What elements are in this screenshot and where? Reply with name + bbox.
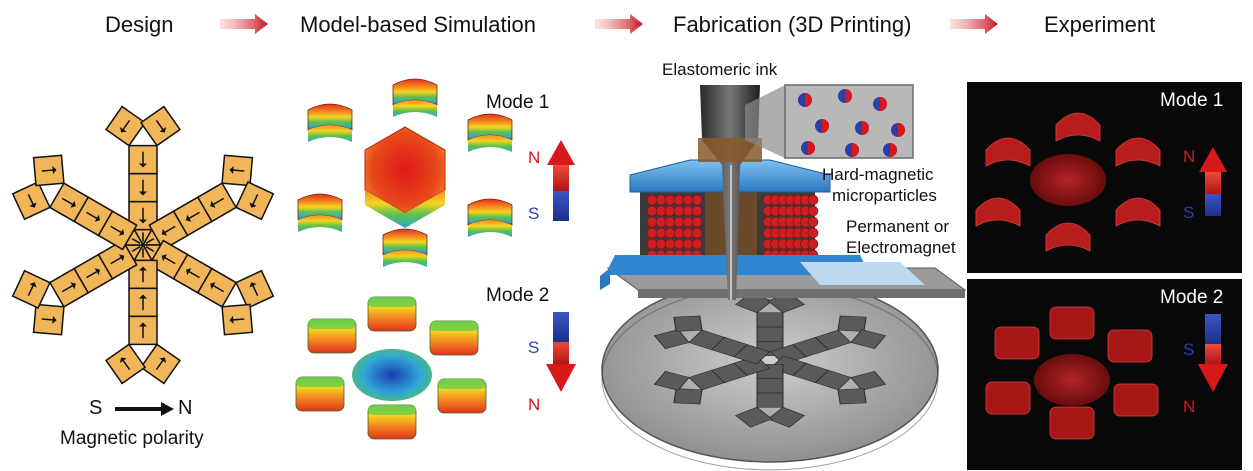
exp-mode1-magnet-bar [1199, 147, 1227, 216]
design-star-pattern [11, 105, 275, 385]
panel-arrow [145, 238, 155, 244]
experiment-mode1-sample [975, 112, 1161, 252]
simulation-mode1-shape [297, 78, 513, 267]
sim-mode1-top-pole: N [528, 148, 541, 167]
particles-label-line2: microparticles [832, 186, 937, 205]
sim-mode1-bottom-pole: S [528, 204, 540, 223]
microparticle-zoom-box [745, 84, 914, 159]
experiment-mode2-sample [985, 306, 1159, 440]
sim-mode2-bottom-pole: N [528, 395, 541, 414]
stage-title-fabrication: Fabrication (3D Printing) [673, 12, 912, 37]
sim-mode2-top-pole: S [528, 338, 540, 357]
sim-mode2-magnet-bar [546, 312, 576, 392]
stage-title-simulation: Model-based Simulation [300, 12, 537, 37]
exp-mode2-label: Mode 2 [1160, 287, 1224, 308]
magnet-label-line1: Permanent or [846, 217, 949, 236]
stage-title-design: Design [105, 12, 174, 37]
magnet-label-line2: Electromagnet [846, 238, 956, 257]
print-head-cap [605, 159, 925, 285]
exp-mode1-label: Mode 1 [1160, 90, 1224, 111]
exp-mode1-top-pole: N [1183, 147, 1196, 166]
exp-mode2-magnet-bar [1198, 314, 1228, 392]
stage-arrow-3 [950, 14, 998, 34]
sim-mode2-label: Mode 2 [486, 285, 550, 306]
printed-star-pattern [653, 292, 887, 428]
polarity-arrow [115, 402, 174, 416]
exp-mode2-bottom-pole: N [1183, 397, 1196, 416]
stage-arrow-2 [595, 14, 643, 34]
particles-label-line1: Hard-magnetic [822, 165, 934, 184]
panel-arrow [145, 246, 155, 252]
panel-arrow [131, 238, 141, 244]
polarity-caption: Magnetic polarity [60, 428, 204, 449]
simulation-mode2-shape [295, 296, 487, 440]
sim-mode1-label: Mode 1 [486, 92, 550, 113]
stage-arrow-1 [220, 14, 268, 34]
sim-mode1-magnet-bar [547, 140, 575, 221]
polarity-end-label: N [178, 397, 193, 419]
stage-title-experiment: Experiment [1044, 12, 1156, 37]
polarity-start-label: S [89, 397, 103, 419]
exp-mode2-top-pole: S [1183, 340, 1195, 359]
panel-arrow [131, 246, 141, 252]
exp-mode1-bottom-pole: S [1183, 203, 1195, 222]
ink-label: Elastomeric ink [662, 60, 778, 79]
